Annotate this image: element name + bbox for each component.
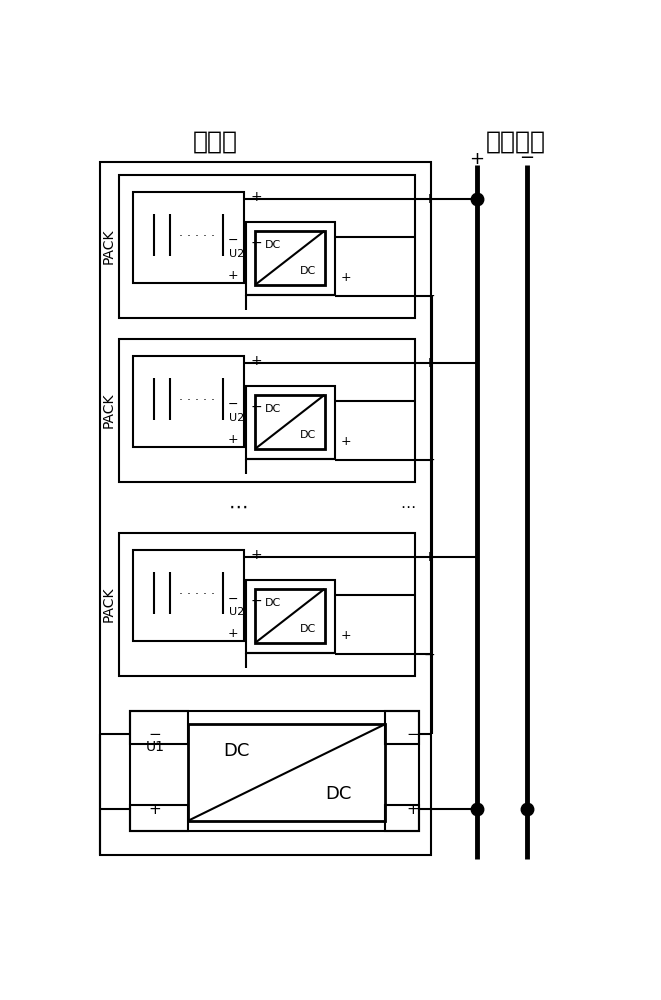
- Bar: [246, 222, 334, 295]
- Text: U2: U2: [229, 607, 245, 617]
- Bar: [130, 711, 188, 744]
- Text: 电池簇: 电池簇: [192, 130, 238, 154]
- Text: +: +: [227, 433, 238, 446]
- Text: · · · · ·: · · · · ·: [178, 588, 215, 601]
- Text: −: −: [520, 149, 535, 167]
- Bar: [130, 711, 419, 831]
- Text: +: +: [340, 435, 351, 448]
- Bar: [119, 533, 415, 676]
- Text: PACK: PACK: [101, 393, 115, 428]
- Text: PACK: PACK: [101, 229, 115, 264]
- Text: +: +: [251, 548, 262, 562]
- Text: −: −: [423, 453, 435, 467]
- Bar: [385, 711, 419, 744]
- Bar: [188, 724, 385, 821]
- Bar: [255, 395, 325, 449]
- Text: ⋯: ⋯: [229, 498, 248, 517]
- Bar: [133, 550, 245, 641]
- Bar: [130, 805, 188, 831]
- Bar: [100, 162, 431, 855]
- Text: 直流母线: 直流母线: [485, 130, 545, 154]
- Text: +: +: [227, 627, 238, 640]
- Text: −: −: [228, 398, 238, 411]
- Bar: [119, 175, 415, 318]
- Bar: [133, 192, 245, 283]
- Text: −: −: [251, 400, 262, 414]
- Text: +: +: [407, 802, 420, 817]
- Text: U2: U2: [229, 413, 245, 423]
- Text: U2: U2: [229, 249, 245, 259]
- Text: DC: DC: [299, 624, 316, 634]
- Text: +: +: [251, 190, 262, 204]
- Text: −: −: [149, 727, 161, 742]
- Text: U1: U1: [145, 740, 165, 754]
- Bar: [119, 339, 415, 482]
- Text: ⋯: ⋯: [400, 500, 415, 515]
- Text: +: +: [251, 354, 262, 368]
- Bar: [255, 231, 325, 285]
- Bar: [246, 386, 334, 459]
- Text: · · · · ·: · · · · ·: [178, 394, 215, 407]
- Bar: [133, 356, 245, 447]
- Bar: [255, 589, 325, 643]
- Text: −: −: [228, 234, 238, 247]
- Text: DC: DC: [299, 266, 316, 276]
- Text: +: +: [423, 550, 435, 564]
- Text: DC: DC: [325, 785, 352, 803]
- Text: −: −: [407, 727, 420, 742]
- Text: −: −: [340, 589, 351, 602]
- Text: DC: DC: [265, 598, 281, 608]
- Text: DC: DC: [265, 240, 281, 250]
- Text: +: +: [340, 629, 351, 642]
- Text: +: +: [423, 192, 435, 206]
- Text: −: −: [340, 395, 351, 408]
- Text: PACK: PACK: [101, 587, 115, 622]
- Text: · · · · ·: · · · · ·: [178, 230, 215, 243]
- Text: −: −: [251, 236, 262, 250]
- Text: DC: DC: [299, 430, 316, 440]
- Text: DC: DC: [265, 404, 281, 414]
- Text: −: −: [340, 231, 351, 244]
- Text: DC: DC: [223, 742, 249, 760]
- Text: +: +: [227, 269, 238, 282]
- Text: −: −: [423, 289, 435, 303]
- Text: −: −: [423, 647, 435, 661]
- Text: −: −: [251, 594, 262, 608]
- Text: −: −: [228, 592, 238, 605]
- Text: +: +: [340, 271, 351, 284]
- Text: +: +: [469, 149, 485, 167]
- Bar: [385, 805, 419, 831]
- Bar: [246, 580, 334, 653]
- Text: +: +: [423, 356, 435, 370]
- Text: +: +: [149, 802, 161, 817]
